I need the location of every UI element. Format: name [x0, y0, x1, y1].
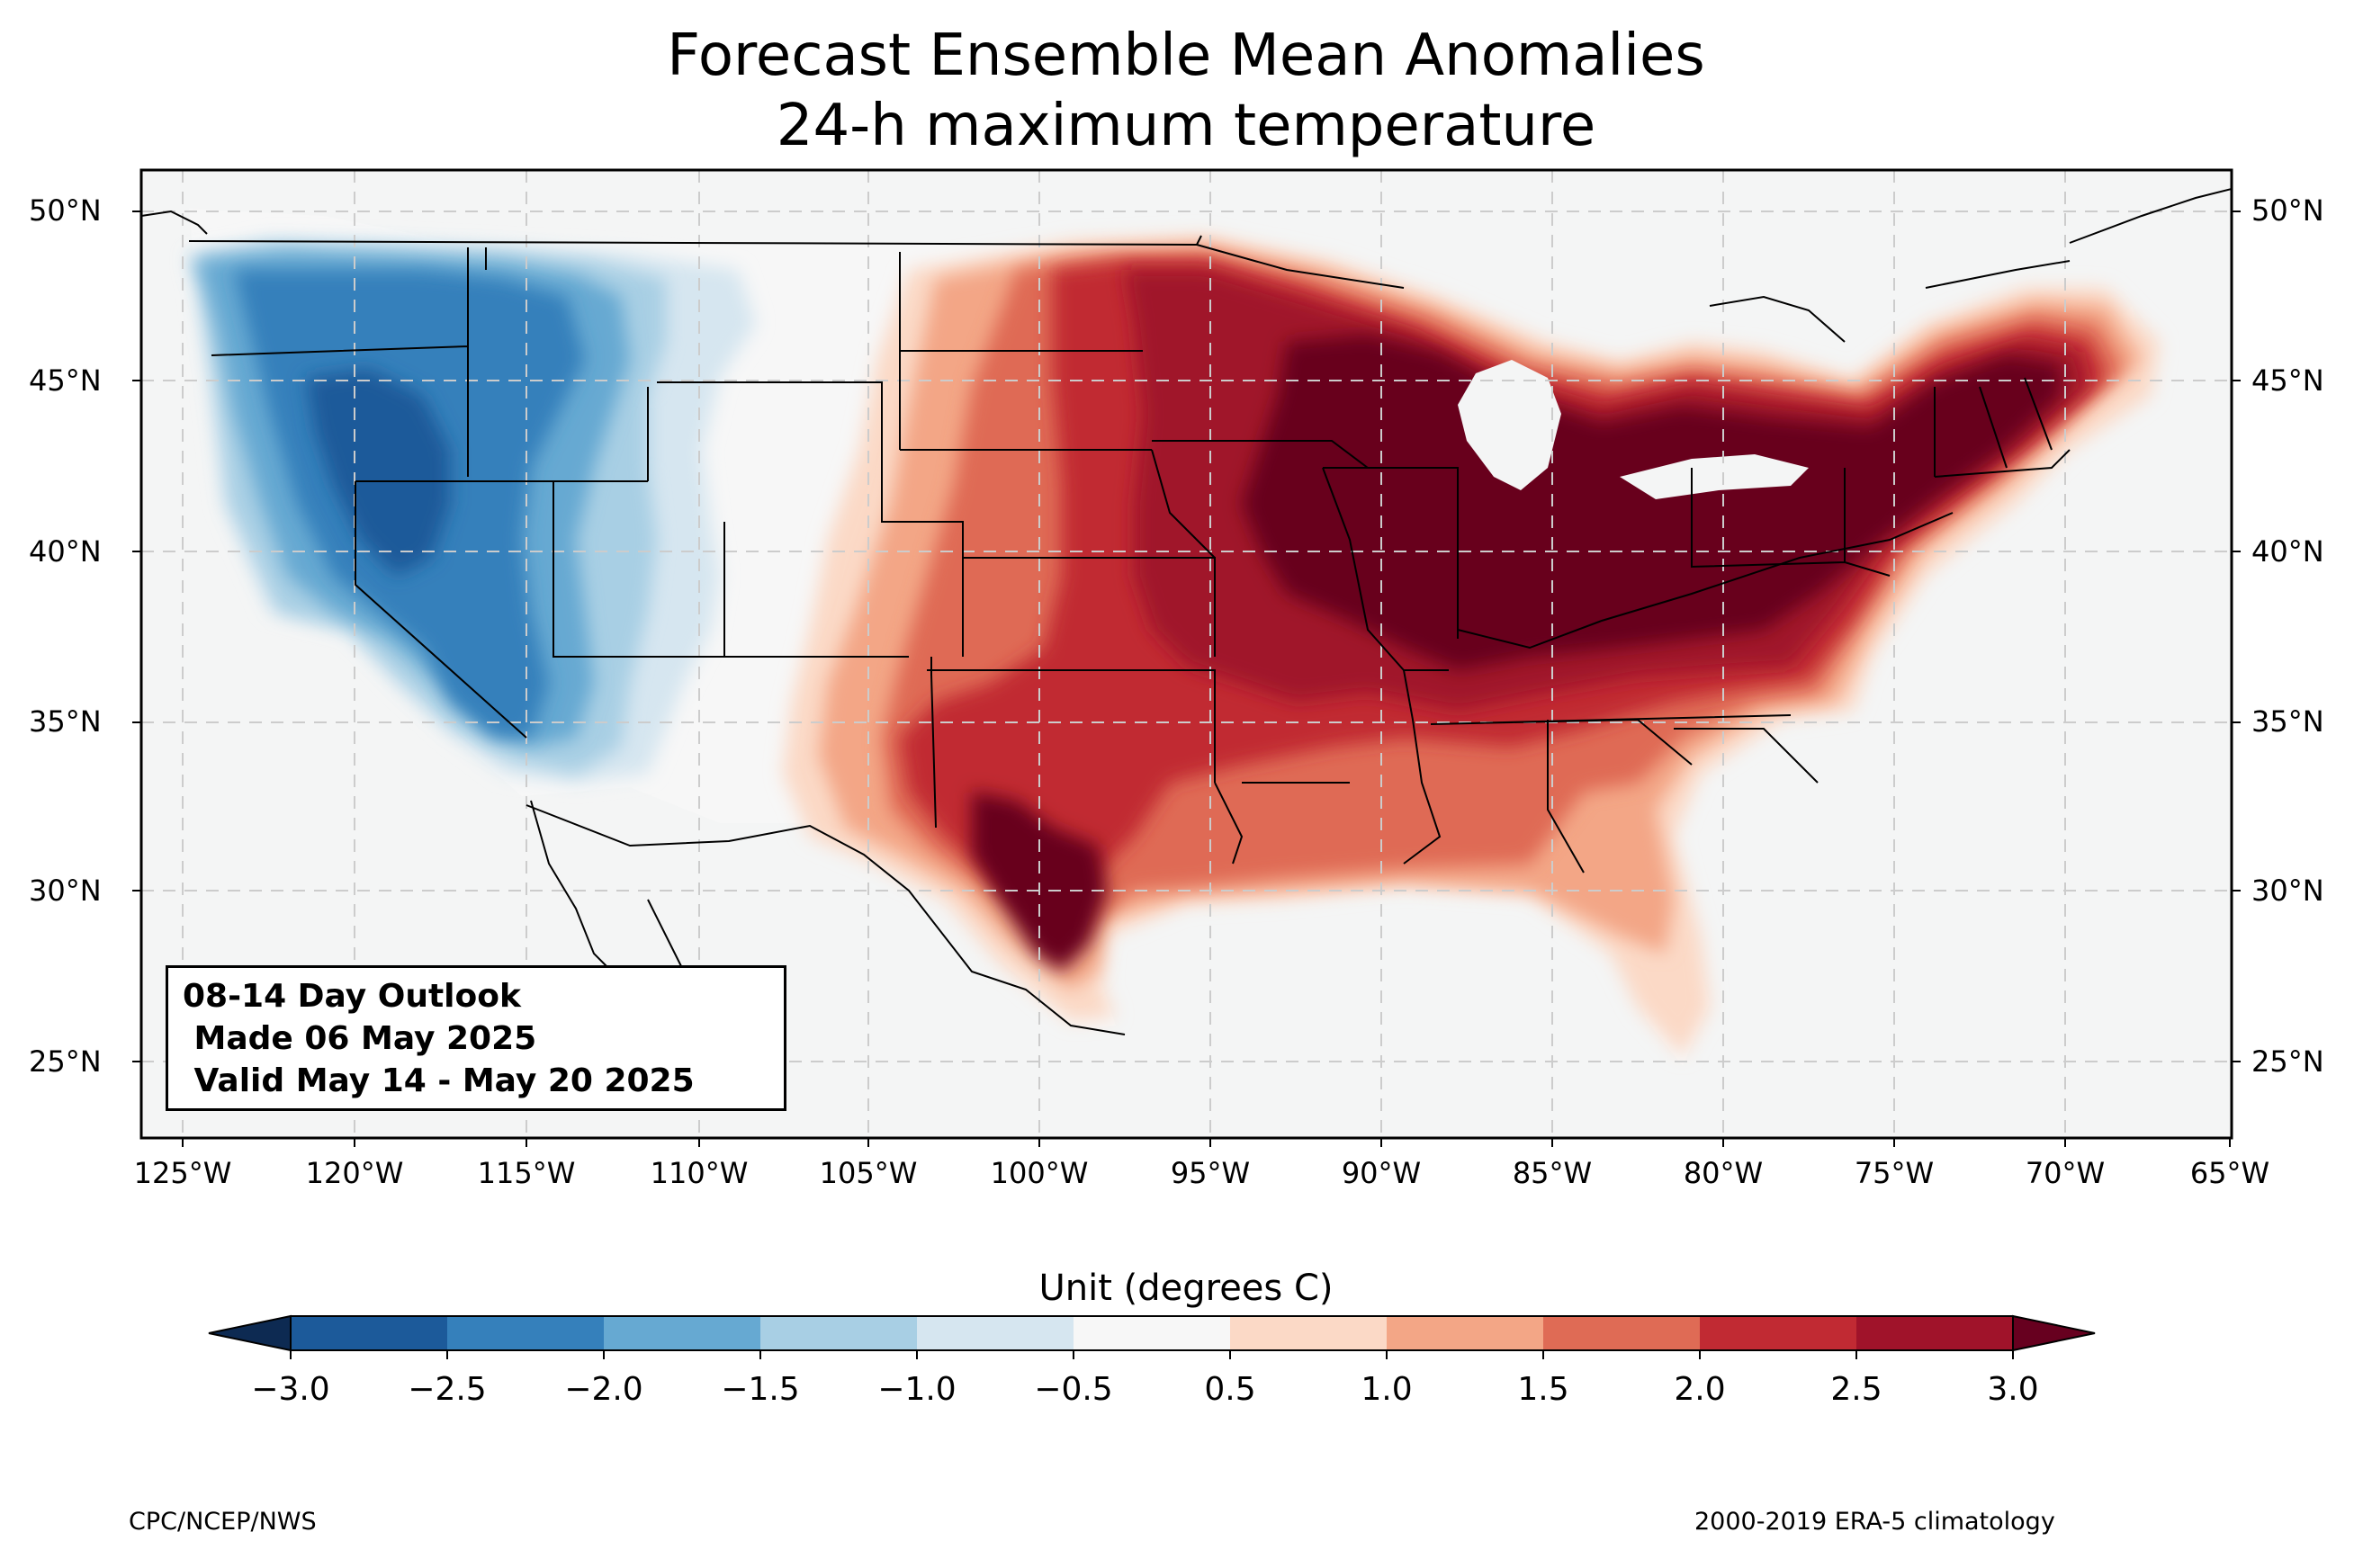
- colorbar-segment: [917, 1316, 1074, 1350]
- colorbar-tick-label: −2.0: [564, 1371, 643, 1408]
- lon-label: 70°W: [2025, 1156, 2106, 1190]
- lat-label-right: 40°N: [2251, 534, 2324, 569]
- map-frame: [139, 168, 2233, 1140]
- footer-climatology: 2000-2019 ERA-5 climatology: [1694, 1508, 2055, 1536]
- warm-3.0: [1242, 335, 2061, 670]
- lat-label-left: 25°N: [29, 1044, 102, 1079]
- central-states: [900, 350, 1954, 865]
- colorbar-segment: [1700, 1316, 1857, 1350]
- lake-erie-ontario: [1620, 454, 1809, 499]
- colorbar-segment: [1074, 1316, 1231, 1350]
- lon-label: 80°W: [1683, 1156, 1764, 1190]
- colorbar-segment: [1543, 1316, 1701, 1350]
- lat-label-right: 50°N: [2251, 193, 2324, 228]
- lon-label: 65°W: [2189, 1156, 2270, 1190]
- warm-3.0-texas: [972, 792, 1107, 972]
- chart-title: Forecast Ensemble Mean Anomalies: [667, 22, 1705, 89]
- outlook-info-box: 08-14 Day Outlook Made 06 May 2025 Valid…: [166, 965, 786, 1111]
- lon-label: 110°W: [650, 1156, 749, 1190]
- lon-label: 120°W: [305, 1156, 404, 1190]
- lon-label: 100°W: [990, 1156, 1089, 1190]
- lon-label: 105°W: [819, 1156, 918, 1190]
- outlook-period: 08-14 Day Outlook: [183, 978, 521, 1015]
- colorbar-tick-label: 0.5: [1204, 1371, 1256, 1408]
- lat-label-left: 50°N: [29, 193, 102, 228]
- lon-label: 85°W: [1512, 1156, 1593, 1190]
- canada-coastline: [141, 188, 2232, 343]
- mexico-baja: [530, 800, 685, 981]
- colorbar-tick-label: 1.5: [1517, 1371, 1569, 1408]
- colorbar-segment: [1387, 1316, 1544, 1350]
- lat-label-left: 35°N: [29, 704, 102, 739]
- lat-label-right: 30°N: [2251, 874, 2324, 908]
- colorbar-tick-label: 2.5: [1830, 1371, 1882, 1408]
- colorbar-title: Unit (degrees C): [1038, 1268, 1334, 1309]
- colorbar-under-arrow: [208, 1314, 292, 1352]
- outlook-valid-range: Valid May 14 - May 20 2025: [183, 1062, 695, 1099]
- us-mexico-border: [526, 804, 1126, 1035]
- northeast-states: [1691, 377, 2071, 577]
- colorbar-segment: [604, 1316, 761, 1350]
- us-canada-border: [188, 235, 1405, 289]
- colorbar-over-arrow: [2012, 1314, 2096, 1352]
- lat-label-right: 35°N: [2251, 704, 2324, 739]
- colorbar-frame: [290, 1315, 2014, 1351]
- colorbar-segment: [447, 1316, 605, 1350]
- colorbar-segment: [1230, 1316, 1388, 1350]
- colorbar-segment: [291, 1316, 448, 1350]
- colorbar-segment: [760, 1316, 918, 1350]
- chart-subtitle: 24-h maximum temperature: [776, 93, 1596, 159]
- lon-label: 90°W: [1341, 1156, 1422, 1190]
- footer-source: CPC/NCEP/NWS: [129, 1508, 317, 1536]
- colorbar: [208, 1314, 2096, 1359]
- lat-label-left: 45°N: [29, 363, 102, 398]
- lake-michigan: [1458, 360, 1561, 490]
- outlook-made-date: Made 06 May 2025: [183, 1020, 537, 1057]
- borders: [188, 235, 2071, 1035]
- south-states: [1403, 669, 1819, 874]
- cold-2.5: [306, 369, 450, 576]
- lat-label-right: 25°N: [2251, 1044, 2324, 1079]
- colorbar-tick-label: −1.0: [877, 1371, 957, 1408]
- axis-ticks: [132, 211, 2241, 1147]
- colorbar-tick-label: −0.5: [1034, 1371, 1113, 1408]
- colorbar-tick-label: 2.0: [1674, 1371, 1726, 1408]
- lon-label: 75°W: [1854, 1156, 1935, 1190]
- lat-label-left: 40°N: [29, 534, 102, 569]
- colorbar-tick-label: 3.0: [1987, 1371, 2039, 1408]
- colorbar-tick-label: −1.5: [721, 1371, 800, 1408]
- colorbar-tick-label: 1.0: [1361, 1371, 1413, 1408]
- lat-label-left: 30°N: [29, 874, 102, 908]
- lon-label: 95°W: [1170, 1156, 1251, 1190]
- lon-label: 125°W: [133, 1156, 232, 1190]
- colorbar-segment: [1856, 1316, 2014, 1350]
- lon-label: 115°W: [477, 1156, 576, 1190]
- colorbar-tick-label: −2.5: [408, 1371, 487, 1408]
- lat-label-right: 45°N: [2251, 363, 2324, 398]
- colorbar-tick-label: −3.0: [251, 1371, 330, 1408]
